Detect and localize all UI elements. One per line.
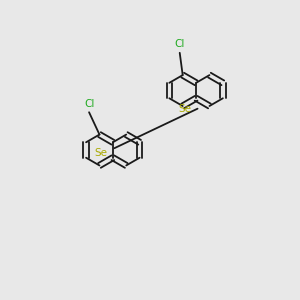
Text: Cl: Cl: [175, 39, 185, 49]
Text: Se: Se: [178, 104, 191, 114]
Text: Cl: Cl: [84, 99, 94, 109]
Text: Se: Se: [95, 148, 108, 158]
